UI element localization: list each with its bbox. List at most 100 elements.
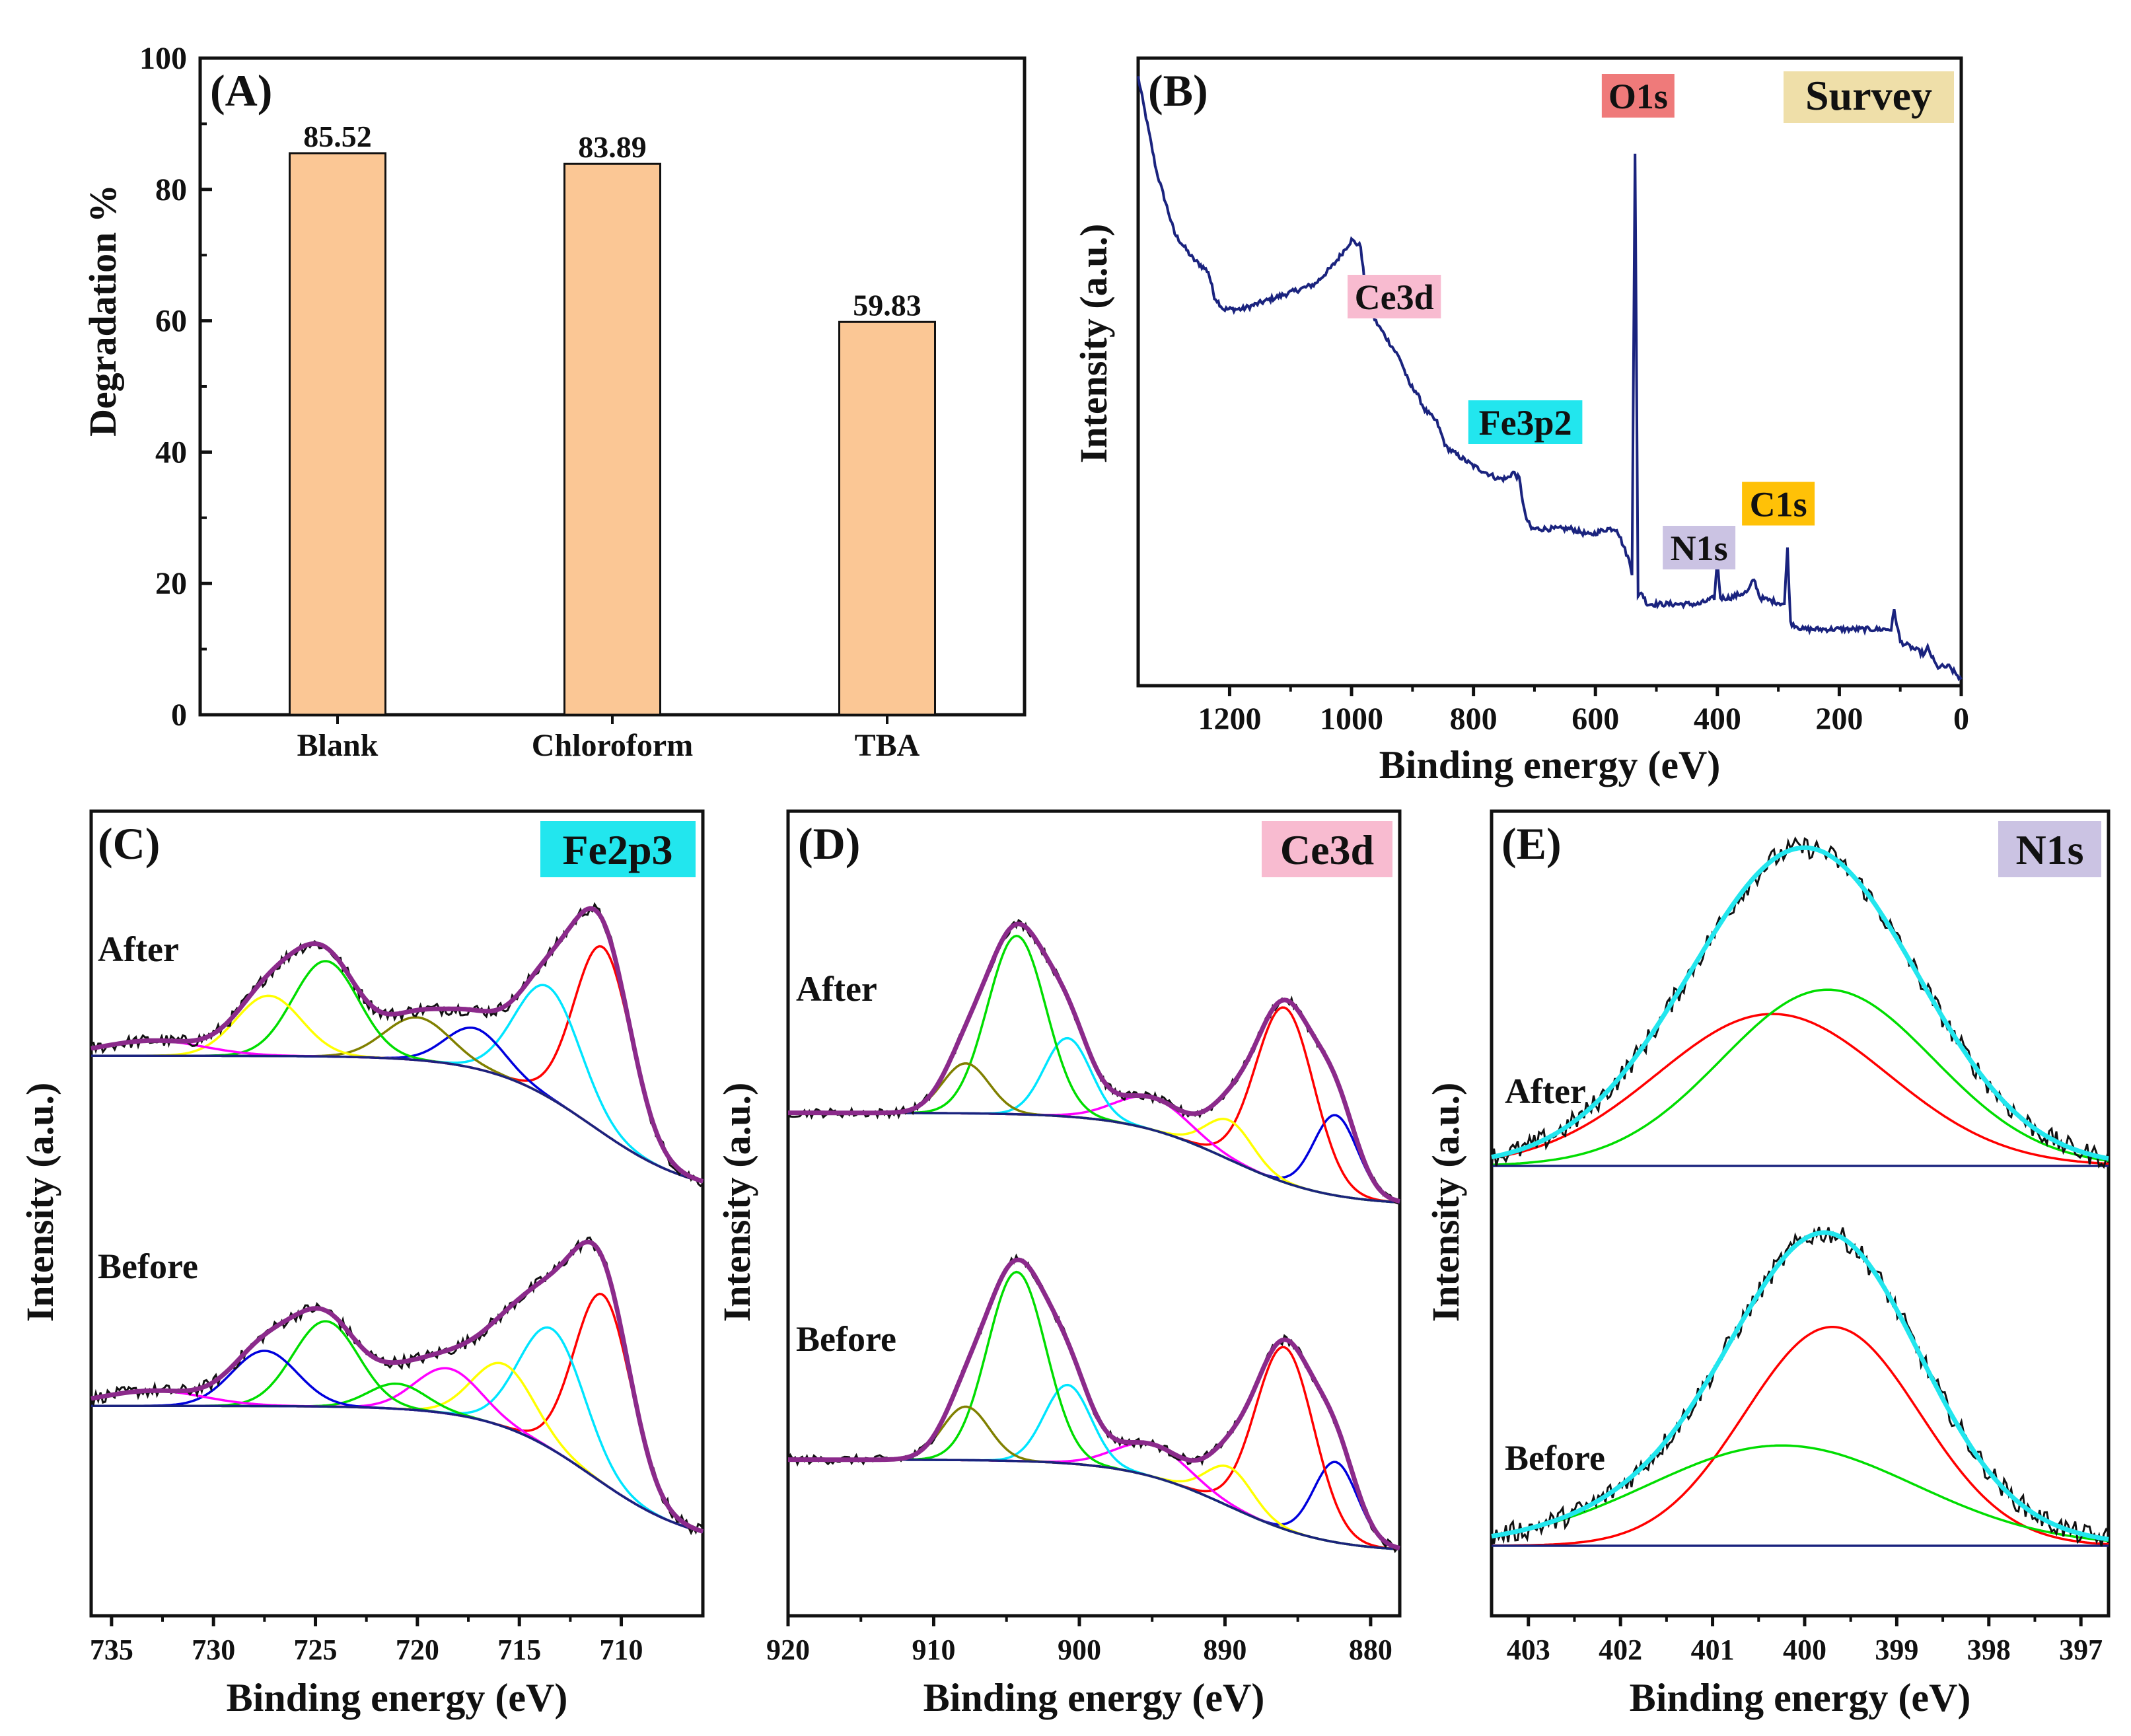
panel-b-x-tick-label: 800 (1450, 702, 1498, 737)
bar-value-label: 85.52 (303, 120, 372, 153)
panel-b-y-axis-title: Intensity (a.u.) (1072, 224, 1115, 464)
panel-a-y-tick-label: 0 (171, 698, 187, 733)
panel-a-label: (A) (210, 65, 272, 116)
before-raw-data (1490, 1227, 2110, 1547)
panel-b-annotation-bg (1468, 400, 1583, 444)
panel-d-x-tick-label: 920 (766, 1634, 810, 1666)
panel-e-badge: N1s (2015, 826, 2083, 873)
panel-e-label: (E) (1501, 818, 1562, 869)
panel-a-category-label: TBA (855, 728, 920, 763)
panel-c-x-tick-label: 730 (192, 1634, 235, 1666)
panel-c-x-tick-label: 710 (600, 1634, 643, 1666)
panel-d-x-axis-title: Binding energy (eV) (923, 1676, 1265, 1719)
panel-a-bars: 85.52 Blank 83.89 Chloroform 59.83 TBA (289, 120, 936, 763)
panel-d-x-axis: 920 910 900 890 880 (766, 1616, 1392, 1666)
panel-b-label: (B) (1148, 65, 1208, 116)
panel-c-label: (C) (98, 818, 160, 869)
before-component-peak (91, 1292, 704, 1533)
before-baseline (91, 1404, 704, 1533)
panel-b-annotation-o1s: O1s (1608, 77, 1668, 116)
panel-c-fe2p3-spectra: (C) Fe2p3 After Before 735 730 725 720 715 71… (18, 809, 705, 1719)
panel-b-survey-spectrum: (B) Survey 1200 1000 800 600 400 200 0 Ce3d O1s… (1072, 56, 1969, 787)
bar-value-label: 59.83 (853, 288, 921, 322)
panel-d-frame (786, 809, 1402, 1618)
panel-b-annotation-bg (1601, 74, 1675, 118)
panel-c-x-axis-title: Binding energy (eV) (227, 1676, 568, 1719)
panel-c-x-axis: 735 730 725 720 715 710 (90, 1616, 643, 1666)
panel-c-plot-area (90, 902, 704, 1536)
panel-b-frame (1136, 56, 1963, 688)
panel-e-n1s-spectra: (E) N1s After Before 403 402 401 400 399 398 3… (1424, 809, 2111, 1719)
panel-b-x-tick-label: 1200 (1198, 702, 1261, 737)
bar-value-label: 83.89 (578, 130, 647, 164)
panel-d-x-tick-label: 890 (1203, 1634, 1246, 1666)
before-fit-envelope (1491, 1230, 2109, 1542)
panel-c-y-axis-title: Intensity (a.u.) (18, 1083, 61, 1322)
panel-a-y-axis-title: Degradation % (81, 184, 124, 437)
panel-b-annotation-bg (1742, 482, 1815, 526)
panel-a-y-tick-label: 20 (155, 566, 187, 601)
panel-c-frame (89, 809, 705, 1618)
panel-d-x-tick-label: 900 (1058, 1634, 1101, 1666)
before-component-peak (90, 1389, 704, 1533)
panel-d-badge: Ce3d (1280, 826, 1374, 873)
before-fit-envelope (90, 1239, 704, 1534)
panel-a-y-axis: 0 20 40 60 80 100 (139, 41, 212, 733)
panel-c-badge: Fe2p3 (562, 826, 672, 873)
panel-a-y-tick-label: 40 (155, 435, 187, 470)
panel-e-x-axis: 403 402 401 400 399 398 397 (1507, 1616, 2103, 1666)
panel-c-before-label: Before (98, 1247, 198, 1286)
panel-a-y-tick-label: 60 (155, 304, 187, 339)
before-component-peak (1491, 1444, 2109, 1542)
after-fit-envelope (1491, 845, 2109, 1161)
panel-e-y-axis-title: Intensity (a.u.) (1424, 1083, 1467, 1322)
after-component-peak (788, 1006, 1400, 1204)
bar-tba (838, 320, 936, 716)
panel-e-x-tick-label: 398 (1967, 1634, 2011, 1666)
after-component-peak (90, 1039, 704, 1183)
after-baseline (91, 1054, 704, 1183)
after-fit-envelope (788, 922, 1400, 1204)
panel-e-before-label: Before (1505, 1438, 1605, 1478)
panel-b-x-tick-label: 0 (1953, 702, 1969, 737)
after-component-peak (1491, 988, 2109, 1167)
panel-e-frame (1490, 809, 2111, 1618)
panel-b-annotation-bg (1348, 275, 1441, 318)
panel-d-label: (D) (798, 818, 860, 869)
panel-e-x-tick-label: 401 (1691, 1634, 1735, 1666)
panel-d-ce3d-spectra: (D) Ce3d After Before 920 910 900 890 880 Bi… (715, 809, 1402, 1719)
panel-b-x-tick-label: 1000 (1320, 702, 1383, 737)
panel-c-after-label: After (98, 929, 179, 969)
before-baseline (788, 1458, 1400, 1551)
panel-b-x-axis: 1200 1000 800 600 400 200 0 (1198, 686, 1969, 737)
panel-d-y-axis-title: Intensity (a.u.) (715, 1083, 758, 1322)
after-fit-envelope (90, 906, 704, 1184)
panel-e-x-tick-label: 403 (1507, 1634, 1550, 1666)
after-component-peak (788, 1062, 1400, 1204)
before-fit-envelope (788, 1257, 1400, 1550)
after-raw-data (1490, 836, 2110, 1169)
panel-b-x-tick-label: 200 (1815, 702, 1863, 737)
panel-c-badge-bg (540, 821, 696, 877)
before-component-peak (788, 1405, 1400, 1551)
panel-d-badge-bg (1262, 821, 1392, 877)
panel-d-x-tick-label: 910 (912, 1634, 955, 1666)
before-component-peak (91, 1320, 704, 1533)
panel-a-y-tick-label: 80 (155, 172, 187, 207)
panel-b-annotation-ce3d: Ce3d (1355, 277, 1434, 317)
panel-a-category-label: Blank (297, 728, 379, 763)
panel-c-x-tick-label: 715 (497, 1634, 541, 1666)
panel-d-after-label: After (796, 969, 877, 1009)
after-component-peak (788, 1111, 1400, 1203)
panel-e-badge-bg (1998, 821, 2101, 877)
panel-a-y-tick-label: 100 (139, 41, 187, 76)
panel-b-badge-bg (1784, 71, 1954, 123)
panel-d-plot-area (787, 919, 1401, 1554)
panel-a-category-label: Chloroform (532, 728, 693, 763)
before-component-peak (91, 1326, 704, 1533)
before-component-peak (788, 1458, 1400, 1550)
before-component-peak (91, 1361, 704, 1533)
after-component-peak (91, 945, 704, 1183)
panel-e-x-axis-title: Binding energy (eV) (1630, 1676, 1971, 1719)
